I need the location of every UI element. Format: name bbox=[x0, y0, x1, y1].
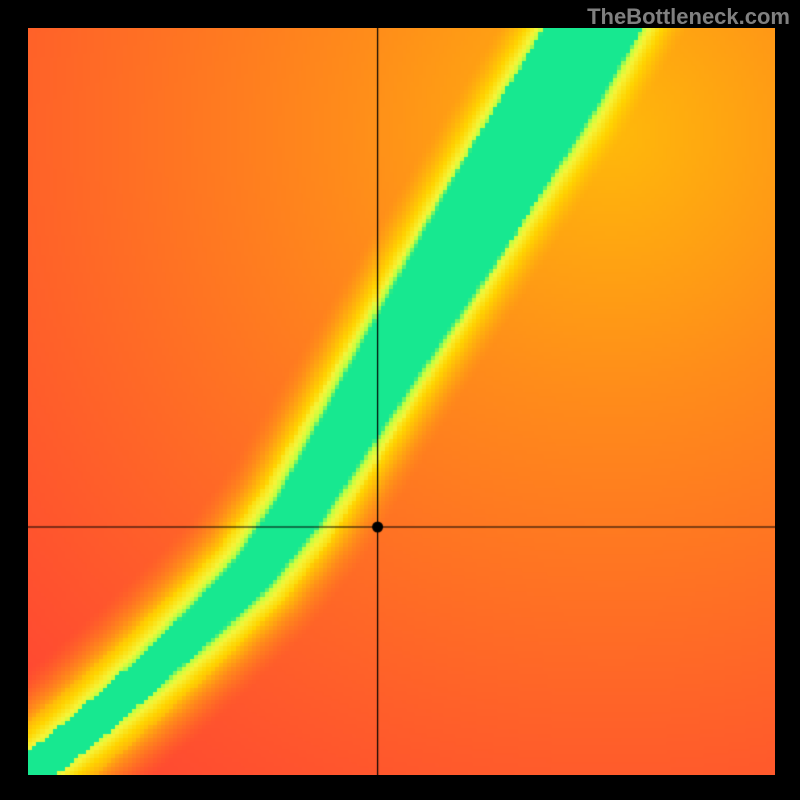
chart-frame: TheBottleneck.com bbox=[0, 0, 800, 800]
heatmap-canvas bbox=[28, 28, 775, 775]
watermark-text: TheBottleneck.com bbox=[587, 4, 790, 30]
